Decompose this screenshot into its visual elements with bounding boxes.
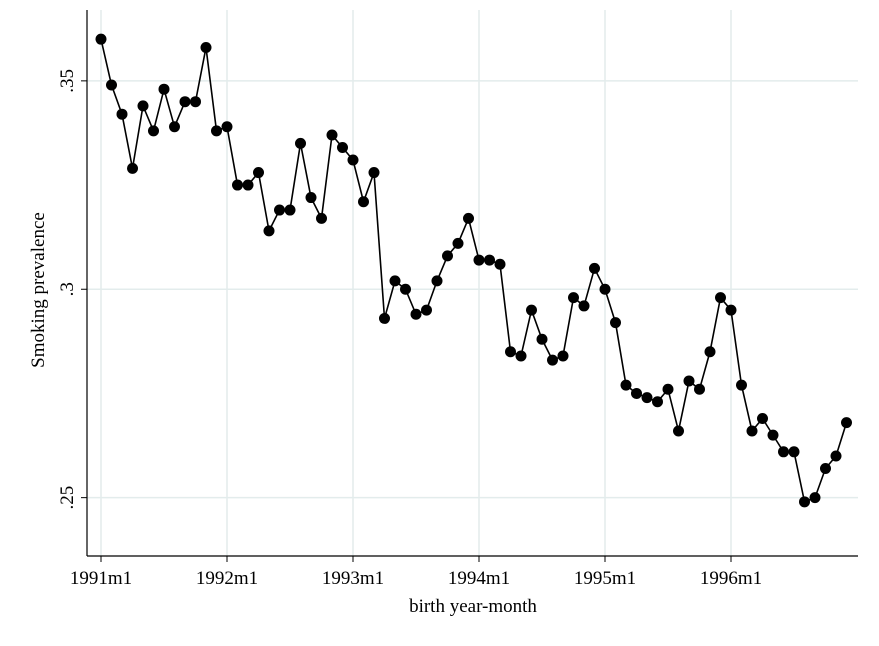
point bbox=[442, 250, 453, 262]
point bbox=[725, 304, 737, 316]
point bbox=[221, 121, 233, 133]
point bbox=[200, 42, 212, 54]
point bbox=[673, 425, 684, 437]
point bbox=[190, 96, 201, 108]
point bbox=[284, 204, 296, 216]
point bbox=[536, 333, 548, 345]
point bbox=[358, 196, 369, 208]
point bbox=[799, 496, 810, 508]
point bbox=[179, 96, 191, 108]
y-tick-label: .35 bbox=[57, 69, 78, 93]
point bbox=[757, 412, 768, 424]
point bbox=[463, 212, 474, 224]
point bbox=[400, 283, 411, 295]
x-tick-label: 1995m1 bbox=[574, 568, 636, 589]
x-tick-label: 1993m1 bbox=[322, 568, 384, 589]
x-tick-label: 1996m1 bbox=[700, 568, 762, 589]
point bbox=[578, 300, 590, 312]
y-axis-label: Smoking prevalence bbox=[28, 212, 49, 368]
point bbox=[841, 417, 852, 429]
point bbox=[820, 462, 831, 474]
point bbox=[106, 79, 117, 91]
point bbox=[568, 292, 579, 304]
point bbox=[305, 192, 317, 204]
point bbox=[274, 204, 285, 216]
point bbox=[788, 446, 800, 458]
point bbox=[379, 312, 390, 324]
point bbox=[158, 83, 170, 95]
y-tick-label: .3 bbox=[57, 282, 78, 296]
point bbox=[809, 492, 821, 504]
point bbox=[127, 162, 138, 174]
point bbox=[778, 446, 789, 458]
point bbox=[148, 125, 159, 137]
point bbox=[316, 212, 327, 224]
point bbox=[421, 304, 432, 316]
point bbox=[116, 108, 128, 120]
point bbox=[641, 392, 653, 404]
y-tick-label: .25 bbox=[57, 486, 78, 510]
point bbox=[137, 100, 149, 112]
point bbox=[253, 167, 264, 179]
point bbox=[694, 383, 705, 395]
point bbox=[557, 350, 569, 362]
point bbox=[95, 33, 107, 45]
point bbox=[473, 254, 485, 266]
point bbox=[715, 292, 726, 304]
point bbox=[337, 142, 348, 154]
point bbox=[494, 258, 506, 270]
point bbox=[484, 254, 495, 266]
point bbox=[431, 275, 443, 287]
point bbox=[620, 379, 632, 391]
point bbox=[547, 354, 558, 366]
point bbox=[368, 167, 380, 179]
point bbox=[242, 179, 254, 191]
point bbox=[505, 346, 516, 358]
point bbox=[746, 425, 758, 437]
point bbox=[683, 375, 695, 387]
x-tick-label: 1992m1 bbox=[196, 568, 258, 589]
point bbox=[526, 304, 537, 316]
point bbox=[410, 308, 422, 320]
point bbox=[736, 379, 747, 391]
point bbox=[704, 346, 716, 358]
point bbox=[263, 225, 275, 237]
point bbox=[326, 129, 338, 141]
point bbox=[662, 383, 674, 395]
point bbox=[767, 429, 779, 441]
point bbox=[589, 262, 600, 274]
point bbox=[830, 450, 842, 462]
point bbox=[347, 154, 359, 166]
point bbox=[599, 283, 611, 295]
x-axis-label: birth year-month bbox=[409, 596, 537, 617]
point bbox=[211, 125, 222, 137]
point bbox=[232, 179, 243, 191]
point bbox=[631, 387, 642, 399]
point bbox=[515, 350, 527, 362]
x-tick-label: 1994m1 bbox=[448, 568, 510, 589]
point bbox=[295, 137, 306, 149]
point bbox=[169, 121, 180, 133]
x-tick-label: 1991m1 bbox=[70, 568, 132, 589]
point bbox=[389, 275, 401, 287]
point bbox=[652, 396, 663, 408]
point bbox=[452, 237, 464, 249]
point bbox=[610, 317, 621, 329]
